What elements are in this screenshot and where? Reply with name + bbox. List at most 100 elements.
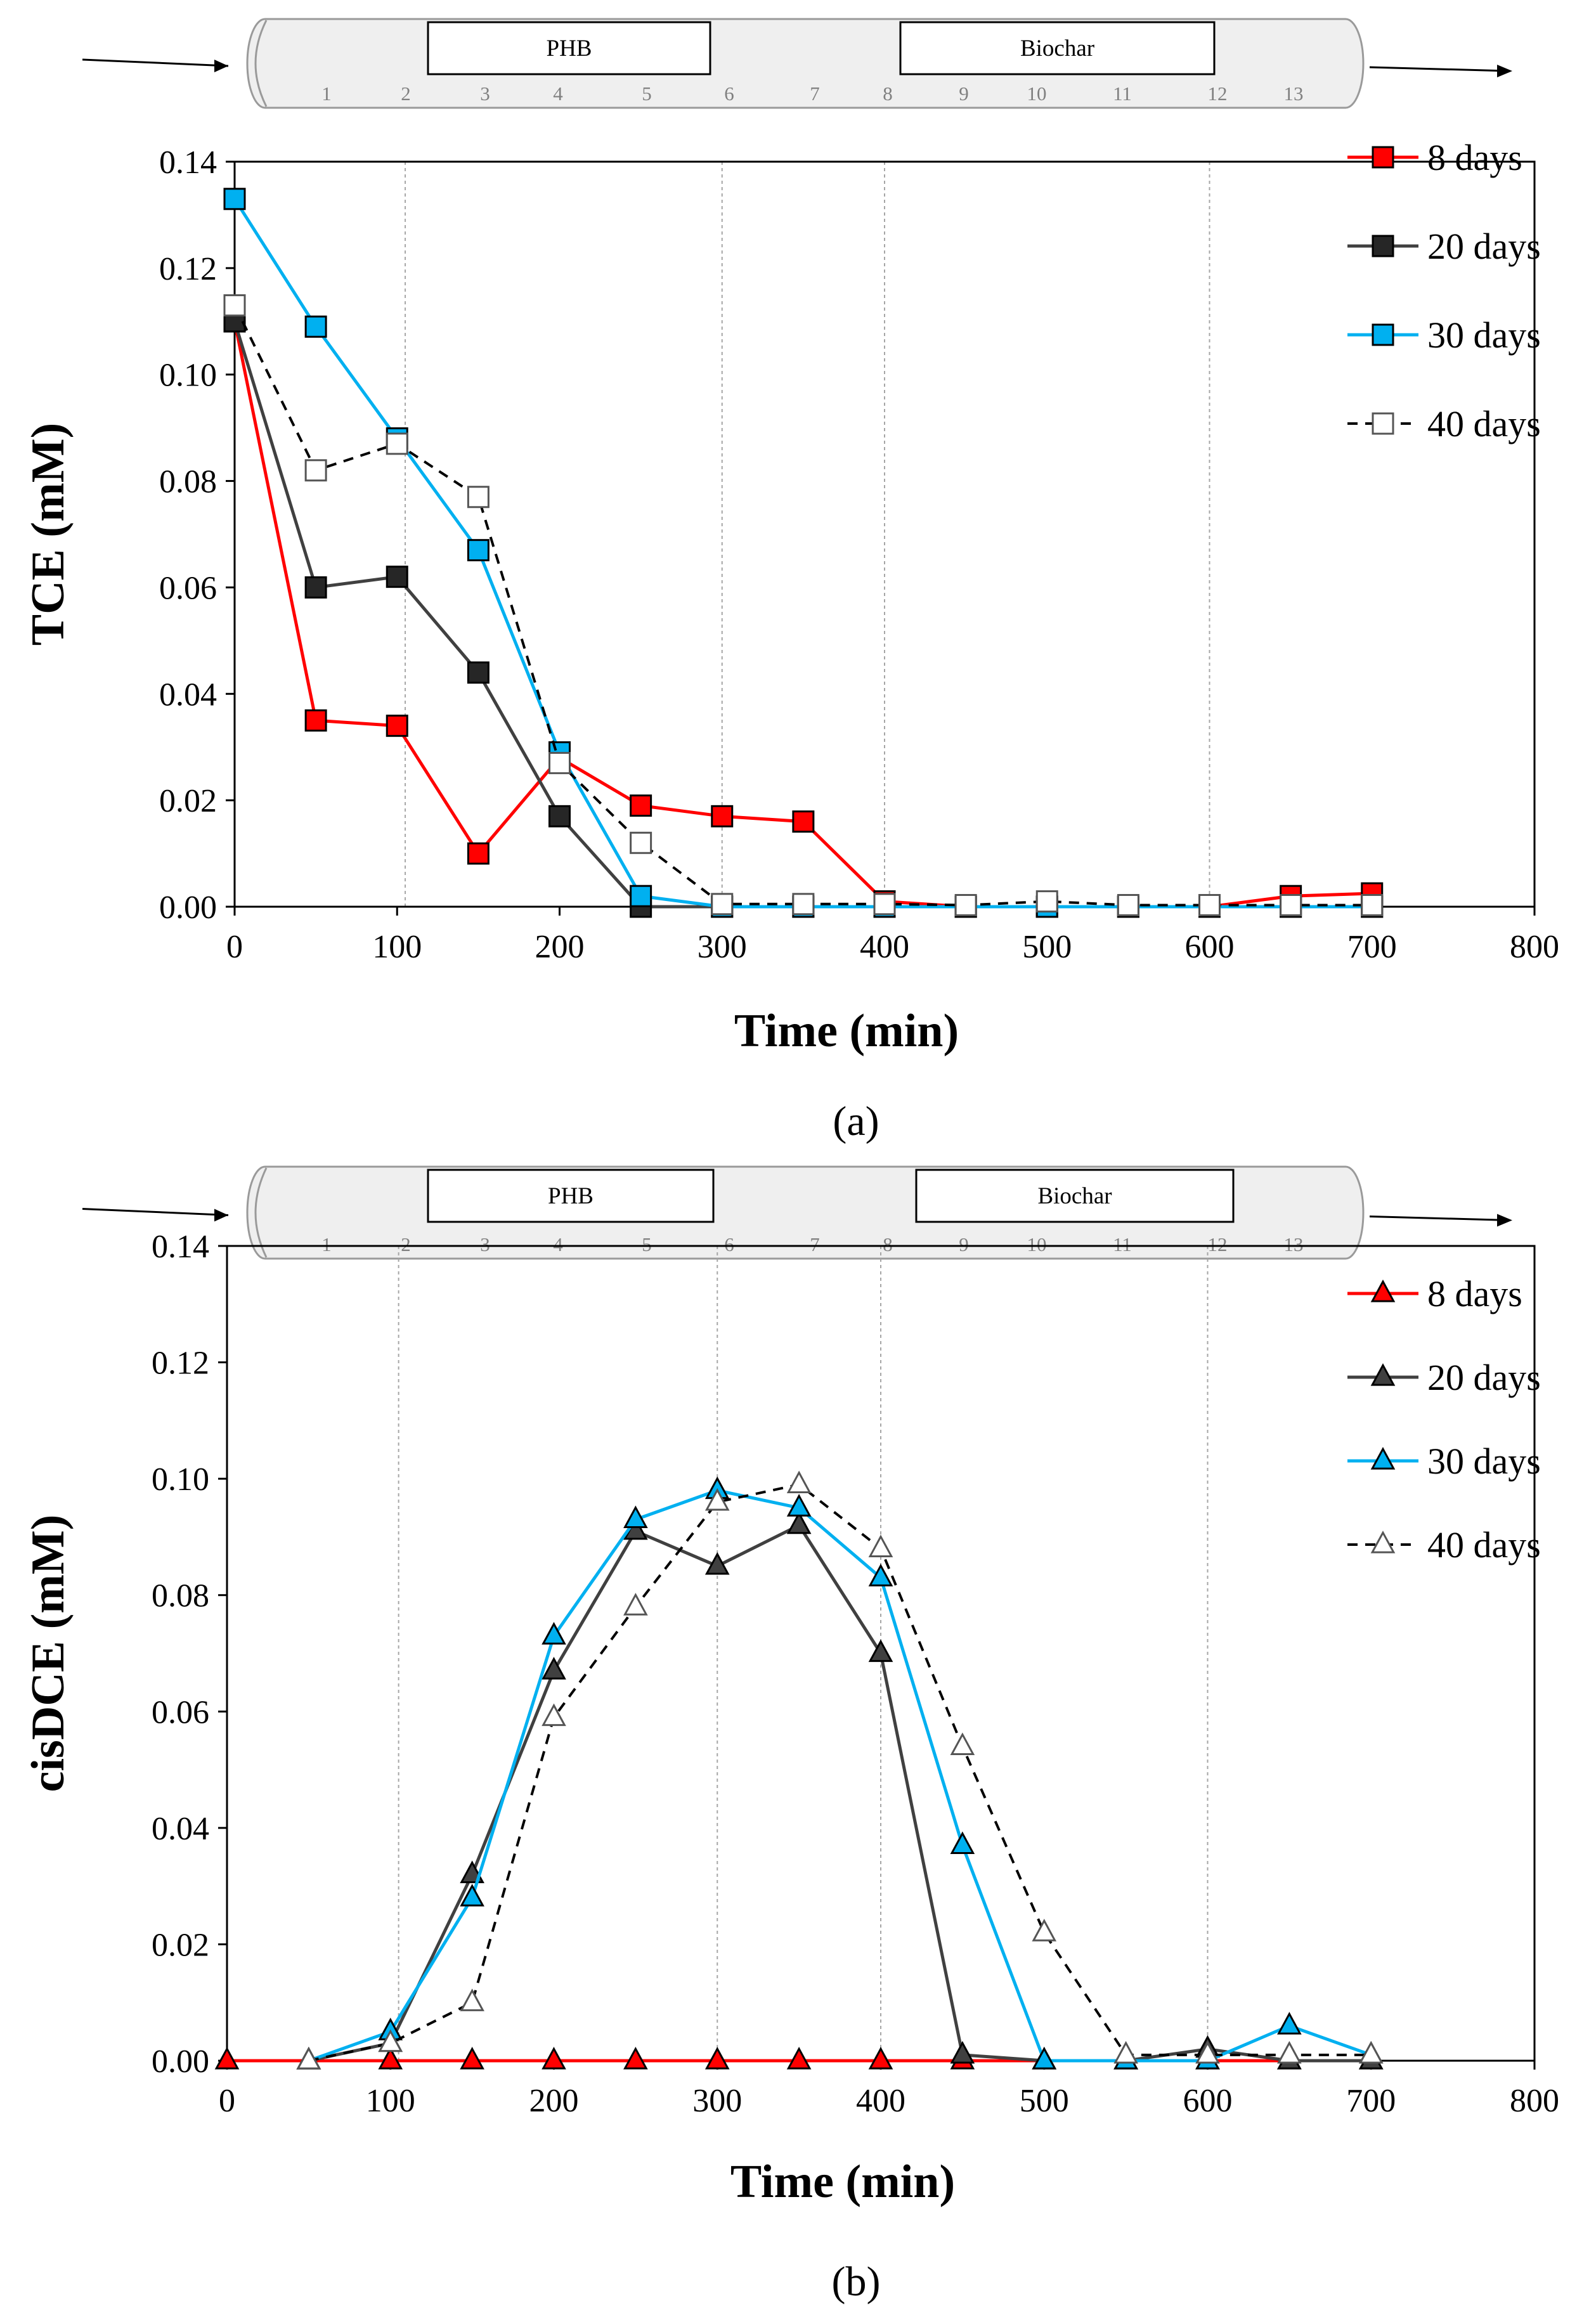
data-point-8-days (460, 2047, 484, 2070)
x-tick-label: 800 (1510, 929, 1559, 965)
port-label-5: 5 (642, 1233, 652, 1255)
port-label-3: 3 (480, 82, 490, 105)
port-label-1: 1 (321, 1233, 332, 1255)
legend-label-8-days: 8 days (1427, 1273, 1522, 1314)
x-tick-label: 300 (692, 2083, 742, 2119)
data-point-40-days (386, 432, 408, 455)
port-label-4: 4 (553, 82, 563, 105)
phb-zone-box (427, 21, 711, 75)
series-40-days (223, 294, 1384, 916)
legend-label-40-days: 40 days (1427, 403, 1541, 444)
phb-zone-label: PHB (547, 36, 592, 62)
x-axis-title: Time (min) (734, 1005, 959, 1057)
data-point-40-days (542, 1703, 566, 1727)
series-40-days (296, 1470, 1384, 2070)
legend-marker-8-days (1370, 1280, 1396, 1302)
data-point-40-days (873, 893, 896, 916)
legend-label-30-days: 30 days (1427, 314, 1541, 356)
y-tick-label: 0.06 (152, 1694, 209, 1730)
data-point-30-days (786, 1494, 812, 1517)
biochar-zone-box (899, 21, 1216, 75)
data-point-40-days (304, 459, 327, 482)
panel-b-label: (b) (832, 2259, 881, 2305)
data-point-40-days (1280, 893, 1302, 916)
data-point-30-days (868, 1564, 893, 1586)
data-point-40-days (548, 751, 571, 774)
series-line-40-days (308, 1483, 1372, 2062)
data-point-20-days (304, 576, 327, 599)
data-point-30-days (304, 315, 327, 338)
legend-label-30-days: 30 days (1427, 1441, 1541, 1482)
data-point-30-days (460, 1884, 484, 1907)
data-point-20-days (542, 1657, 566, 1680)
data-point-40-days (623, 1593, 648, 1616)
data-point-30-days (623, 1505, 648, 1529)
data-point-20-days (704, 1552, 730, 1575)
data-point-8-days (792, 810, 815, 833)
data-point-30-days (542, 1621, 566, 1645)
port-label-4: 4 (553, 1233, 563, 1255)
series-30-days (296, 1476, 1384, 2070)
data-point-40-days (1361, 893, 1384, 916)
legend-marker-40-days (1372, 412, 1394, 435)
data-point-40-days (1195, 2040, 1220, 2064)
phb-zone-box (427, 1169, 715, 1223)
data-point-40-days (711, 893, 734, 916)
biochar-zone-label: Biochar (1020, 36, 1094, 62)
y-tick-label: 0.14 (152, 1229, 209, 1265)
data-point-40-days (1277, 2040, 1302, 2064)
plot-frame (233, 160, 1536, 908)
x-axis-title: Time (min) (730, 2156, 955, 2208)
data-point-8-days (214, 2047, 240, 2070)
data-point-20-days (548, 805, 571, 827)
data-point-40-days (1032, 1919, 1057, 1942)
port-label-7: 7 (810, 82, 820, 105)
data-point-40-days (378, 2029, 403, 2052)
port-label-13: 13 (1284, 82, 1304, 105)
y-tick-label: 0.04 (152, 1811, 209, 1847)
port-label-8: 8 (883, 1233, 893, 1255)
data-point-40-days (296, 2047, 321, 2070)
data-point-40-days (786, 1470, 812, 1493)
legend-marker-8-days (1372, 146, 1394, 169)
port-label-5: 5 (642, 82, 652, 105)
port-label-8: 8 (883, 82, 893, 105)
port-label-6: 6 (724, 82, 734, 105)
data-point-40-days (954, 893, 977, 916)
x-tick-label: 100 (366, 2083, 415, 2119)
data-point-8-days (623, 2047, 648, 2070)
data-point-40-days (467, 486, 490, 509)
series-line-30-days (233, 198, 1372, 909)
legend-label-20-days: 20 days (1427, 1357, 1541, 1398)
data-point-20-days (386, 566, 408, 588)
data-point-20-days (467, 661, 490, 684)
biochar-zone-box (915, 1169, 1235, 1223)
legend-label-8-days: 8 days (1427, 137, 1522, 178)
phb-zone-label: PHB (548, 1183, 594, 1209)
x-tick-label: 600 (1183, 2083, 1233, 2119)
port-label-2: 2 (401, 1233, 411, 1255)
series-line-30-days (308, 1488, 1372, 2063)
data-point-8-days (868, 2047, 893, 2070)
outflow-arrow-head (1497, 65, 1512, 77)
port-label-3: 3 (480, 1233, 490, 1255)
data-point-30-days (630, 885, 652, 907)
series-20-days (296, 1511, 1384, 2070)
column-inlet-cap (254, 1167, 268, 1258)
column-inlet-cap (254, 20, 268, 107)
y-axis-title: cisDCE (mM) (22, 1515, 74, 1793)
series-8-days (223, 310, 1384, 918)
data-point-40-days (460, 1988, 484, 2011)
y-tick-label: 0.02 (152, 1927, 209, 1963)
port-label-1: 1 (321, 82, 332, 105)
data-point-40-days (868, 1534, 893, 1557)
outflow-arrow (1369, 66, 1510, 72)
legend-marker-20-days (1370, 1363, 1396, 1386)
port-label-9: 9 (959, 1233, 969, 1255)
y-tick-label: 0.08 (152, 1578, 209, 1614)
data-point-8-days (630, 794, 652, 817)
y-tick-label: 0.02 (159, 783, 217, 819)
